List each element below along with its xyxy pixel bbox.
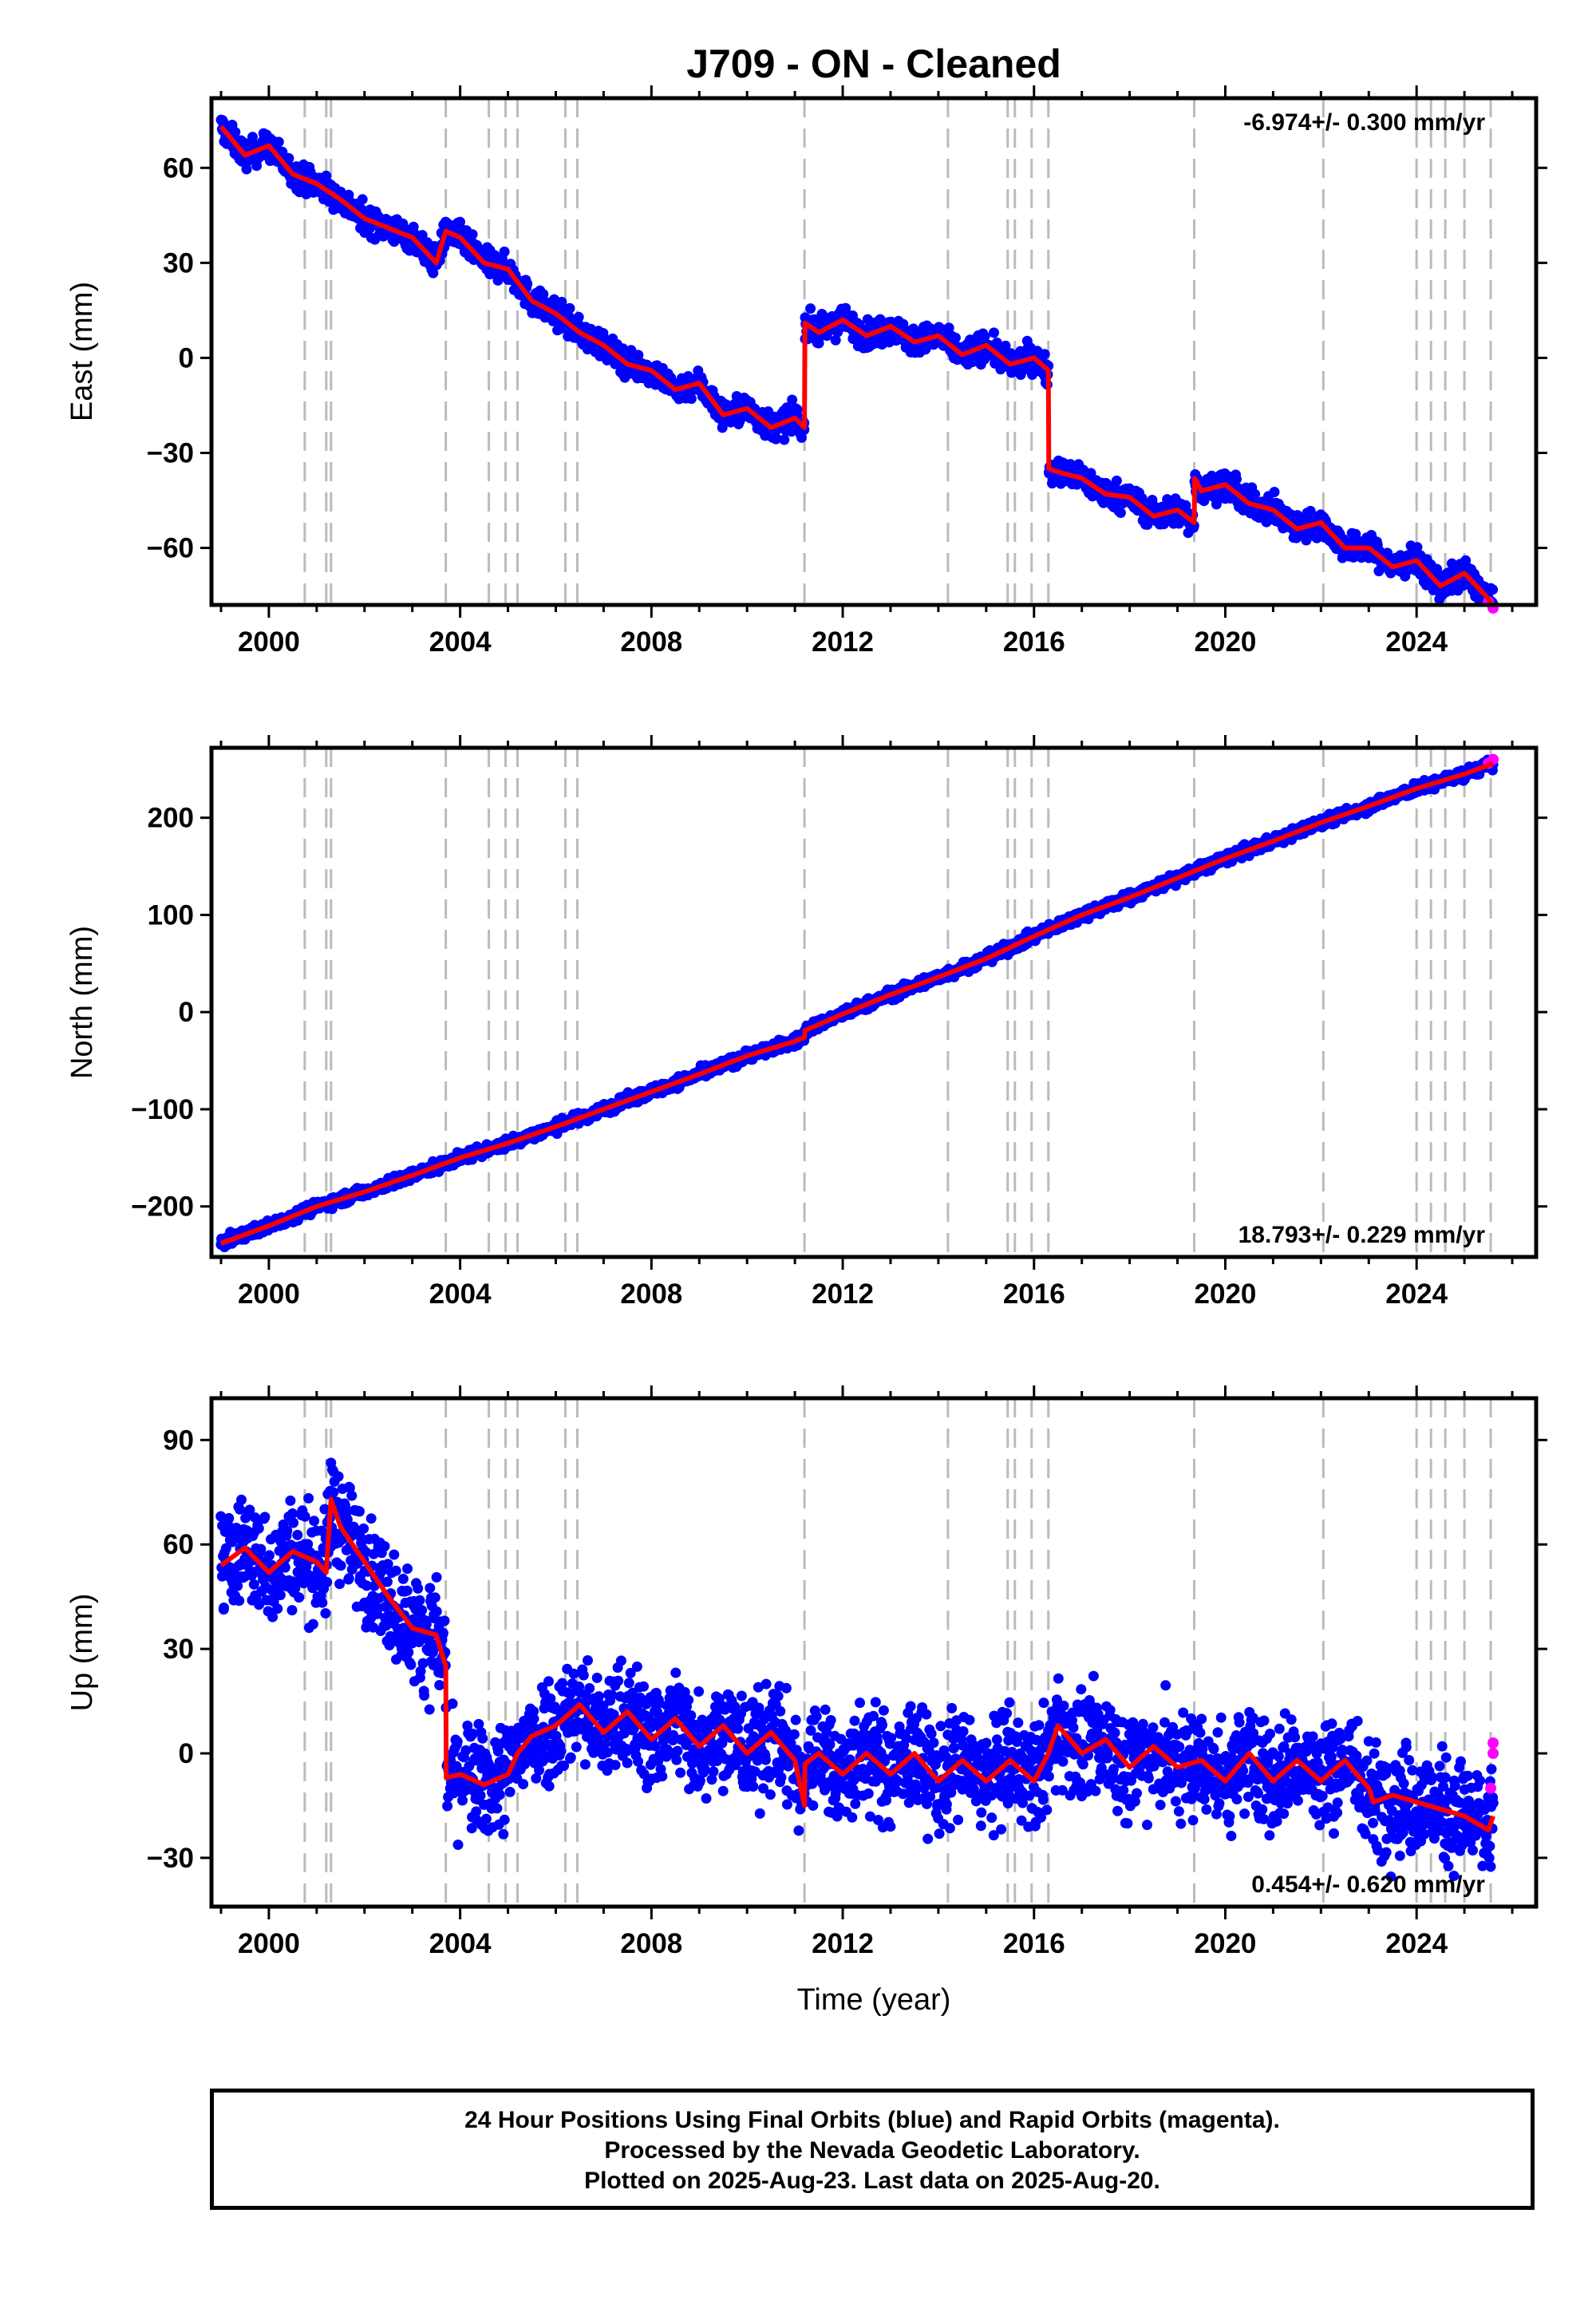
data-point xyxy=(1412,542,1423,553)
x-tick-label: 2004 xyxy=(429,626,492,658)
data-point xyxy=(1487,584,1499,595)
data-point xyxy=(805,303,816,314)
y-axis-label: East (mm) xyxy=(65,282,99,421)
plot-frame xyxy=(209,96,1539,607)
data-point xyxy=(1305,505,1316,516)
data-point xyxy=(417,230,428,241)
y-tick-label: −60 xyxy=(147,533,194,564)
data-point xyxy=(1231,473,1242,484)
data-point xyxy=(771,433,782,444)
final-orbit-points xyxy=(215,114,1499,605)
data-point xyxy=(283,152,294,164)
data-point xyxy=(1350,528,1361,539)
data-point xyxy=(241,164,252,175)
data-point xyxy=(950,332,961,343)
data-point xyxy=(1432,563,1443,575)
data-point xyxy=(792,404,803,415)
data-point xyxy=(467,229,478,240)
data-point xyxy=(1111,475,1122,486)
data-point xyxy=(779,434,790,445)
data-point xyxy=(522,279,533,290)
data-point xyxy=(1115,508,1126,518)
data-point xyxy=(1250,488,1261,500)
data-point xyxy=(273,136,284,148)
data-point xyxy=(1039,349,1050,360)
x-tick-label: 2020 xyxy=(1195,626,1257,658)
data-point xyxy=(840,302,851,314)
data-point xyxy=(796,432,807,443)
data-point xyxy=(875,314,886,325)
data-point xyxy=(787,394,798,405)
data-point xyxy=(943,322,954,334)
data-point xyxy=(573,311,584,322)
data-point xyxy=(1269,487,1280,497)
data-point xyxy=(633,350,644,361)
x-tick-label: 2024 xyxy=(1385,626,1448,658)
data-point xyxy=(230,127,241,137)
data-point xyxy=(1460,555,1472,566)
panels: 60 30 0 −30 −60 2000 2004 2008 2012 2016 2020 2024 E… xyxy=(65,85,1547,1959)
y-tick-label: 30 xyxy=(163,247,194,279)
model-line xyxy=(219,124,1495,605)
x-tick-label: 2016 xyxy=(1003,626,1065,658)
data-point xyxy=(357,194,368,205)
event-lines xyxy=(303,748,1492,1257)
y-tick-label: 0 xyxy=(179,342,194,373)
y-tick-label: −30 xyxy=(147,438,194,469)
x-tick-label: 2008 xyxy=(620,626,682,658)
data-point xyxy=(499,246,510,257)
panel-1: 60 30 0 −30 −60 2000 2004 2008 2012 2016 2020 2024 E… xyxy=(65,85,1547,658)
data-point xyxy=(428,267,439,279)
data-point xyxy=(979,331,990,342)
rate-label: -6.974+/- 0.300 mm/yr xyxy=(1243,109,1485,136)
data-point xyxy=(830,334,841,346)
data-point xyxy=(343,189,354,200)
data-point xyxy=(989,327,999,338)
data-point xyxy=(564,302,575,314)
data-point xyxy=(685,393,697,405)
y-tick-label: 60 xyxy=(163,152,194,184)
x-tick-label: 2000 xyxy=(238,626,300,658)
x-tick-label: 2012 xyxy=(812,626,874,658)
data-point xyxy=(247,132,258,143)
figure-title: J709 - ON - Cleaned xyxy=(686,41,1061,86)
